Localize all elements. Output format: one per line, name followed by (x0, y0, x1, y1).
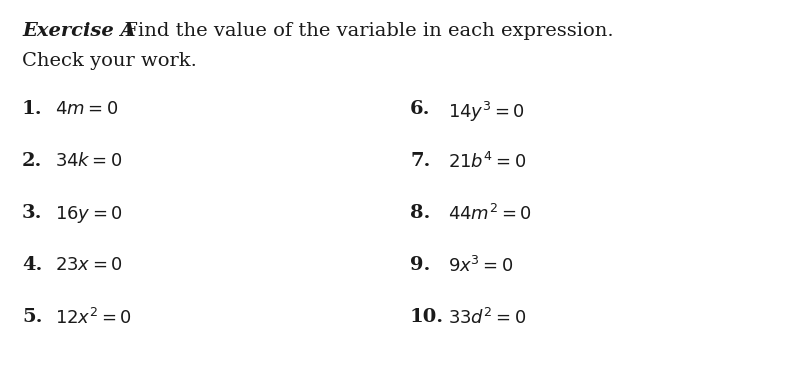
Text: 9.: 9. (410, 256, 430, 274)
Text: $44m^2 = 0$: $44m^2 = 0$ (448, 204, 532, 224)
Text: 1.: 1. (22, 100, 42, 118)
Text: Find the value of the variable in each expression.: Find the value of the variable in each e… (112, 22, 614, 40)
Text: $4m = 0$: $4m = 0$ (55, 100, 118, 118)
Text: 5.: 5. (22, 308, 42, 326)
Text: $14y^3 = 0$: $14y^3 = 0$ (448, 100, 525, 124)
Text: $12x^2 = 0$: $12x^2 = 0$ (55, 308, 132, 328)
Text: 6.: 6. (410, 100, 430, 118)
Text: $21b^4 = 0$: $21b^4 = 0$ (448, 152, 526, 172)
Text: $23x = 0$: $23x = 0$ (55, 256, 122, 274)
Text: 8.: 8. (410, 204, 430, 222)
Text: 2.: 2. (22, 152, 42, 170)
Text: 10.: 10. (410, 308, 444, 326)
Text: 7.: 7. (410, 152, 430, 170)
Text: Check your work.: Check your work. (22, 52, 197, 70)
Text: $34k = 0$: $34k = 0$ (55, 152, 122, 170)
Text: $33d^2 = 0$: $33d^2 = 0$ (448, 308, 526, 328)
Text: 4.: 4. (22, 256, 42, 274)
Text: Exercise A: Exercise A (22, 22, 136, 40)
Text: $9x^3 = 0$: $9x^3 = 0$ (448, 256, 514, 276)
Text: 3.: 3. (22, 204, 42, 222)
Text: $16y = 0$: $16y = 0$ (55, 204, 122, 225)
